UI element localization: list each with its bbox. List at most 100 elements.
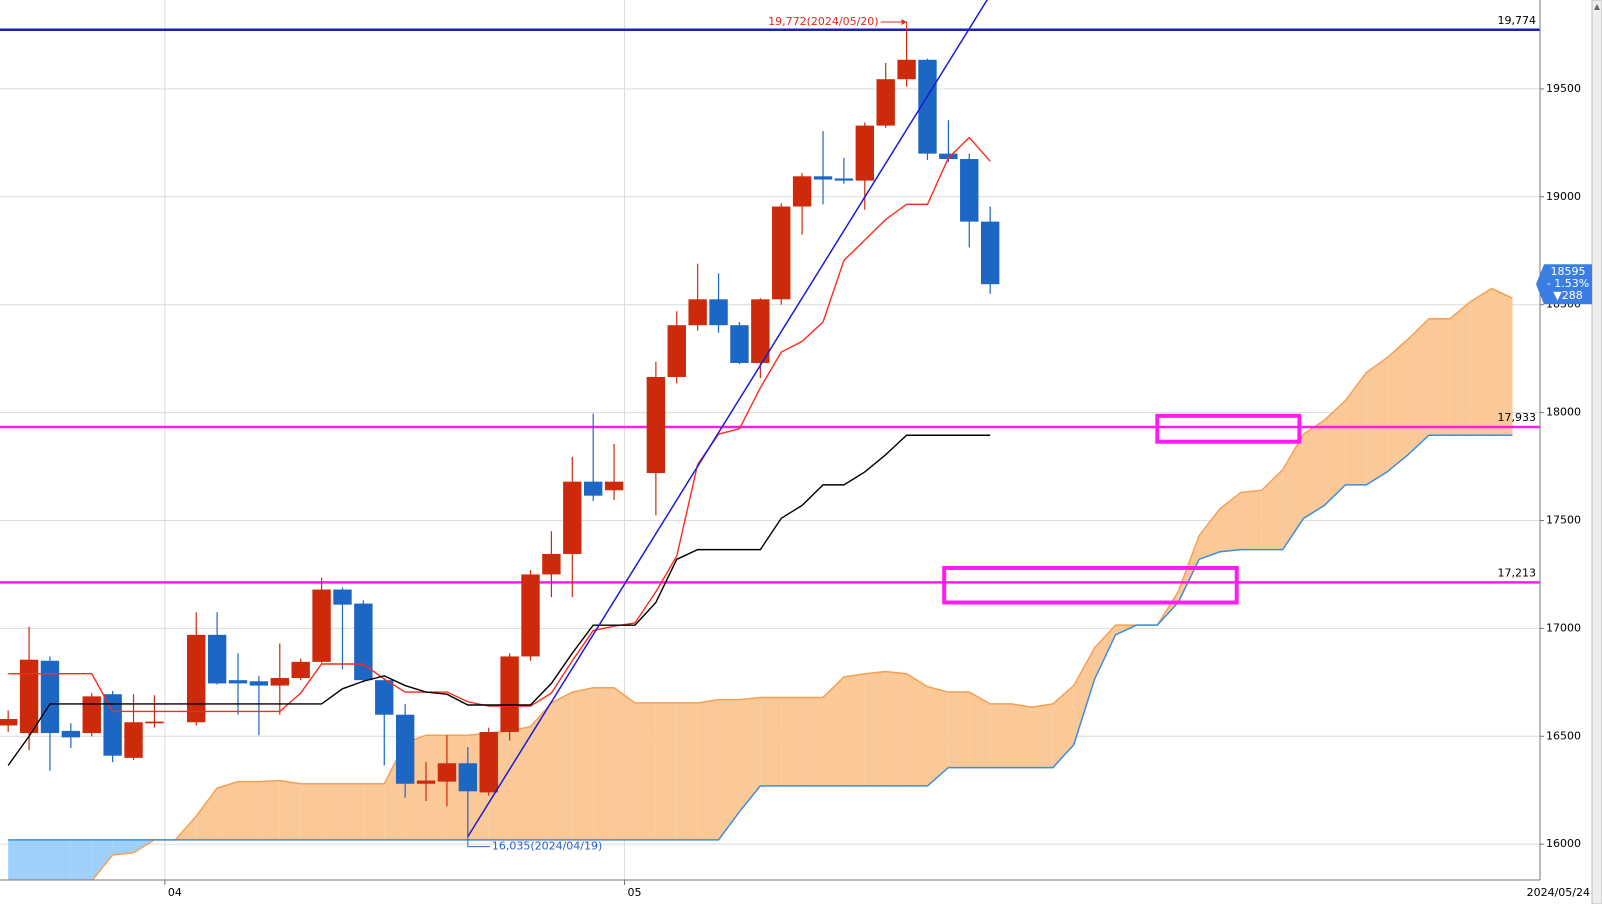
price-label: 18595: [1551, 265, 1586, 278]
cloud-fill: [300, 783, 322, 840]
cloud-fill: [1282, 434, 1304, 550]
cloud-fill: [426, 735, 447, 840]
candle-body: [124, 722, 143, 758]
candle-body: [0, 719, 18, 726]
cloud-fill: [1303, 420, 1325, 519]
candle-body: [646, 376, 666, 474]
cloud-fill: [509, 726, 531, 840]
candle-body: [82, 696, 101, 734]
candle-body: [876, 79, 895, 126]
y-tick-label: 17500: [1546, 513, 1581, 526]
candle-body: [604, 481, 624, 491]
span-b-line: [8, 434, 1513, 841]
candle-body: [458, 763, 478, 792]
cloud-fill: [196, 788, 218, 840]
cloud-fill: [718, 699, 740, 840]
cloud-fill: [238, 781, 259, 840]
candle-body: [40, 660, 60, 734]
cloud-fill: [593, 687, 615, 840]
candle-body: [855, 125, 874, 181]
highlight-box: [1155, 413, 1302, 444]
horizontal-line-label: 17,933: [1498, 411, 1537, 424]
horizontal-line-label: 17,213: [1498, 566, 1537, 579]
cloud-fill: [91, 839, 113, 880]
highlight-box: [942, 565, 1239, 605]
candle-body: [19, 659, 39, 734]
cloud-fill: [1073, 647, 1095, 745]
candle-body: [563, 481, 582, 554]
cloud-fill: [1240, 490, 1262, 550]
cloud-fill: [655, 702, 677, 840]
y-tick-label: 18000: [1546, 406, 1581, 419]
candle-body: [270, 678, 289, 686]
candle-body: [479, 731, 498, 793]
candle-body: [834, 178, 854, 181]
horizontal-line-label: 19,774: [1498, 14, 1537, 27]
cloud-fill: [1261, 469, 1283, 550]
span-a-line: [91, 287, 1513, 880]
cloud-fill: [8, 839, 30, 880]
candle-body: [416, 780, 436, 784]
candle-body: [228, 680, 248, 684]
price-box: [1536, 264, 1592, 305]
scrollbar[interactable]: [1591, 0, 1602, 904]
cloud-fill: [551, 692, 573, 840]
trend-line: [467, 0, 988, 838]
candle-body: [521, 574, 540, 657]
y-tick-label: 16500: [1546, 729, 1581, 742]
cloud-fill: [29, 839, 50, 880]
cloud-fill: [321, 783, 343, 840]
cloud-fill: [948, 692, 970, 768]
cloud-fill: [342, 783, 364, 840]
indicator-line: [8, 136, 991, 713]
cloud-fill: [614, 687, 635, 840]
plot-area: [0, 0, 1540, 880]
candle-body: [291, 661, 310, 679]
scroll-arrow[interactable]: [1594, 4, 1600, 10]
change-pct-label: - 1.53%: [1547, 277, 1589, 290]
cloud-fill: [927, 686, 949, 786]
cloud-fill: [70, 839, 92, 880]
candle-body: [980, 221, 1000, 285]
cloud-fill: [1094, 625, 1116, 680]
cloud-fill: [258, 780, 280, 840]
candle-body: [897, 59, 916, 80]
y-tick-label: 19000: [1546, 190, 1581, 203]
cloud-fill: [572, 687, 594, 840]
candle-body: [354, 603, 373, 681]
candle-body: [939, 153, 958, 160]
candle-body: [730, 325, 749, 363]
cloud-fill: [1011, 703, 1032, 768]
cloud-fill: [1428, 318, 1450, 436]
cloud-fill: [217, 781, 239, 840]
candle-body: [792, 176, 812, 207]
candle-body: [395, 714, 415, 784]
axes: 1600016500170001750018000185001900019500…: [164, 14, 1592, 899]
cloud-fill: [823, 676, 844, 786]
cloud-fill: [781, 697, 803, 786]
candle-body: [437, 763, 457, 782]
cloud-fill: [112, 839, 134, 855]
candle-body: [333, 589, 352, 605]
date-label: 2024/05/24: [1527, 886, 1590, 899]
candle-body: [542, 553, 561, 575]
cloud-fill: [843, 673, 865, 786]
cloud-fill: [1449, 301, 1471, 436]
cloud-fill: [446, 735, 468, 840]
cloud-fill: [634, 702, 656, 840]
cloud-fill: [906, 673, 928, 786]
candle-body: [61, 730, 81, 738]
cloud-fill: [530, 702, 552, 840]
indicator-line: [7, 434, 991, 766]
cloud-fill: [1387, 339, 1409, 472]
candle-body: [103, 694, 122, 756]
cloud-fill: [864, 671, 886, 786]
cloud-fill: [1366, 357, 1388, 485]
cloud-fill: [363, 783, 385, 840]
change-label: ▼288: [1553, 289, 1582, 302]
cloud-fill: [969, 692, 991, 768]
candle-body: [249, 681, 269, 686]
y-tick-label: 17000: [1546, 621, 1581, 634]
